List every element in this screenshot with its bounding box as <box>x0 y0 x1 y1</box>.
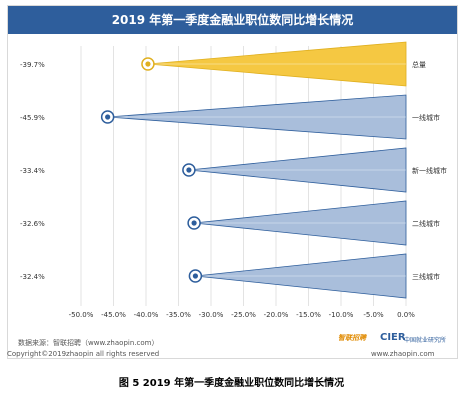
category-label: 一线城市 <box>412 113 440 122</box>
category-label: 三线城市 <box>412 272 440 281</box>
category-label: 二线城市 <box>412 219 440 228</box>
value-label: -45.9% <box>20 114 45 122</box>
copyright-text: Copyright©2019zhaopin all rights reserve… <box>7 350 160 358</box>
x-tick-label: -50.0% <box>69 311 94 319</box>
x-tick-label: 0.0% <box>397 311 415 319</box>
chart-frame: 2019 年第一季度金融业职位数同比增长情况 -50.0% -45.0% -40.0… <box>7 5 458 359</box>
zhaopin-logo: 智联招聘 <box>338 334 366 342</box>
x-tick-label: -45.0% <box>101 311 126 319</box>
value-label: -32.4% <box>20 273 45 281</box>
x-tick-label: -20.0% <box>264 311 289 319</box>
value-marker-dot <box>192 273 198 279</box>
x-tick-label: -35.0% <box>166 311 191 319</box>
data-source: 数据来源：智联招聘（www.zhaopin.com） <box>18 339 159 347</box>
value-label: -33.4% <box>20 167 45 175</box>
x-tick-label: -30.0% <box>199 311 224 319</box>
x-tick-label: -15.0% <box>296 311 321 319</box>
value-marker-dot <box>145 61 151 67</box>
website-text: www.zhaopin.com <box>371 350 435 358</box>
cier-logo: CIER <box>380 332 406 343</box>
category-label: 总量 <box>412 60 426 69</box>
x-tick-label: -40.0% <box>134 311 159 319</box>
figure-caption: 图 5 2019 年第一季度金融业职位数同比增长情况 <box>118 378 345 389</box>
x-tick-label: -25.0% <box>231 311 256 319</box>
value-marker-dot <box>191 220 197 226</box>
value-label: -39.7% <box>20 61 45 69</box>
cier-logo-subtitle: 中国就业研究所 <box>404 337 447 344</box>
x-tick-label: -10.0% <box>329 311 354 319</box>
chart-title: 2019 年第一季度金融业职位数同比增长情况 <box>8 6 457 34</box>
value-marker-dot <box>186 167 192 173</box>
category-label: 新一线城市 <box>412 166 447 175</box>
x-tick-label: -5.0% <box>363 311 384 319</box>
value-label: -32.6% <box>20 220 45 228</box>
chart-area: -50.0% -45.0% -40.0% -35.0% -30.0% -25.0% -20.… <box>20 41 447 319</box>
value-marker-dot <box>105 114 111 120</box>
